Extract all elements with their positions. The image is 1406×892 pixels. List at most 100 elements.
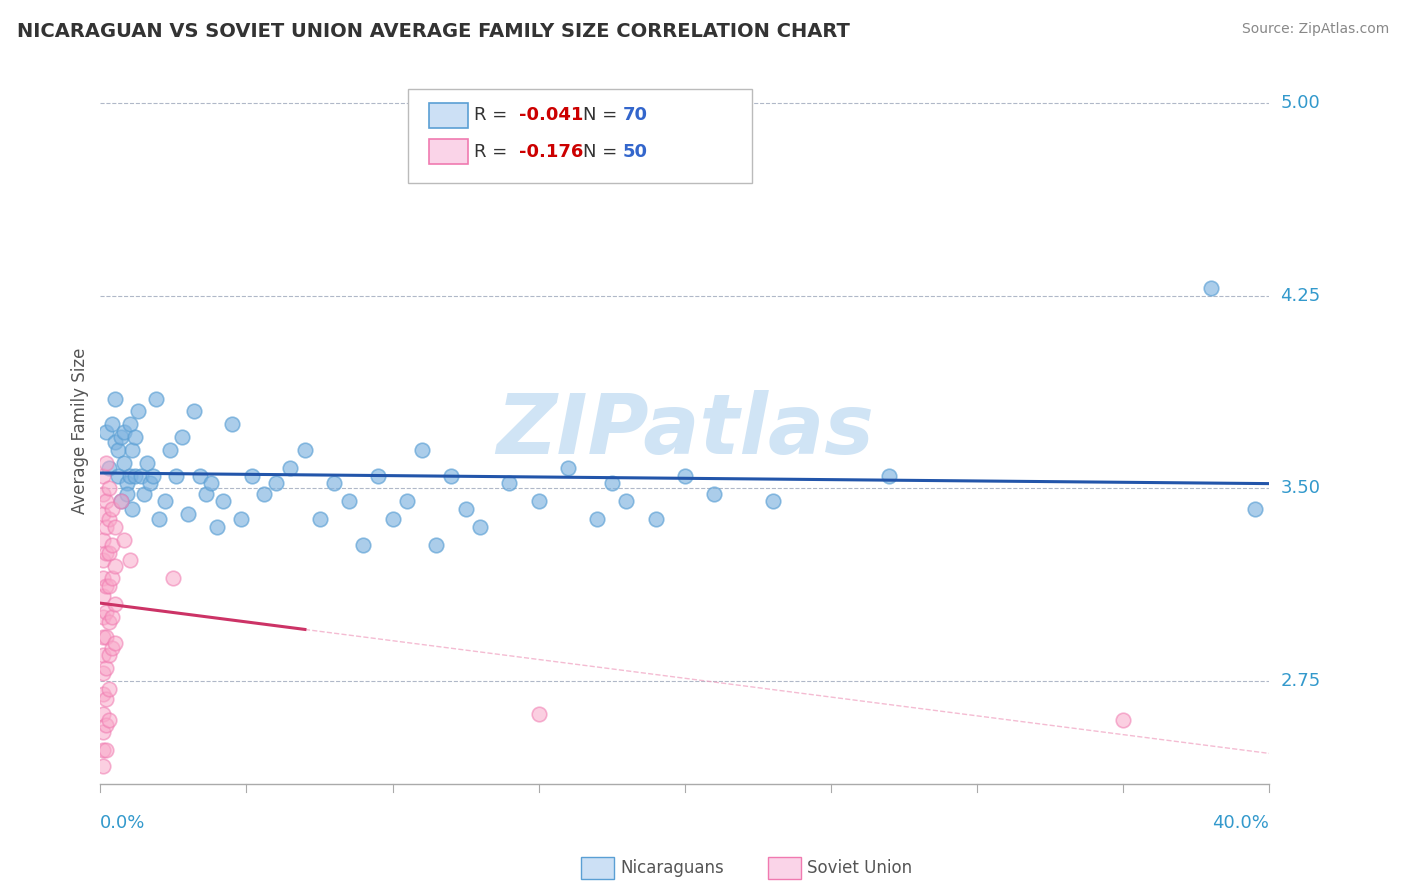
Point xyxy=(121,502,143,516)
Point xyxy=(107,442,129,457)
Text: Nicaraguans: Nicaraguans xyxy=(620,859,724,877)
Point xyxy=(165,468,187,483)
Point xyxy=(207,520,229,534)
Point xyxy=(98,579,121,593)
Point xyxy=(91,631,114,645)
Point xyxy=(367,468,389,483)
Point xyxy=(91,590,114,604)
Point xyxy=(1199,281,1222,295)
Point xyxy=(107,468,129,483)
Point xyxy=(177,507,200,521)
Point xyxy=(98,461,121,475)
Point xyxy=(91,553,114,567)
Point xyxy=(188,468,211,483)
Point xyxy=(145,392,167,406)
Point xyxy=(91,707,114,722)
Point xyxy=(96,425,118,439)
Point xyxy=(308,512,330,526)
Point xyxy=(172,430,194,444)
Text: 0.0%: 0.0% xyxy=(100,814,146,832)
Point xyxy=(498,476,520,491)
Point xyxy=(96,718,118,732)
Point xyxy=(98,713,121,727)
Point xyxy=(110,494,132,508)
Point xyxy=(98,546,121,560)
Point xyxy=(96,743,118,757)
Point xyxy=(98,681,121,696)
Point xyxy=(104,392,127,406)
Text: NICARAGUAN VS SOVIET UNION AVERAGE FAMILY SIZE CORRELATION CHART: NICARAGUAN VS SOVIET UNION AVERAGE FAMIL… xyxy=(17,22,849,41)
Point xyxy=(91,759,114,773)
Text: 5.00: 5.00 xyxy=(1281,95,1320,112)
Point xyxy=(440,468,463,483)
Point xyxy=(91,648,114,663)
Point xyxy=(586,512,609,526)
Point xyxy=(112,533,135,547)
Point xyxy=(101,571,124,585)
Point xyxy=(136,456,159,470)
Text: -0.041: -0.041 xyxy=(519,106,583,124)
Text: ZIPatlas: ZIPatlas xyxy=(496,390,873,471)
Point xyxy=(96,579,118,593)
Point xyxy=(557,461,579,475)
Point xyxy=(183,404,205,418)
Point xyxy=(91,571,114,585)
Text: R =: R = xyxy=(474,143,513,161)
Point xyxy=(212,494,235,508)
Point xyxy=(425,538,447,552)
Point xyxy=(115,476,138,491)
Point xyxy=(98,482,121,496)
Point xyxy=(96,692,118,706)
Point xyxy=(396,494,419,508)
Point xyxy=(134,486,156,500)
Text: 4.25: 4.25 xyxy=(1281,287,1320,305)
Point xyxy=(118,417,141,432)
Point xyxy=(115,486,138,500)
Point xyxy=(110,494,132,508)
Point xyxy=(527,707,550,722)
Text: 3.50: 3.50 xyxy=(1281,479,1320,498)
Point xyxy=(879,468,901,483)
Point xyxy=(96,605,118,619)
Point xyxy=(1112,713,1135,727)
Point xyxy=(240,468,263,483)
Point xyxy=(96,546,118,560)
Point xyxy=(148,512,170,526)
Point xyxy=(98,512,121,526)
Point xyxy=(91,486,114,500)
Point xyxy=(91,666,114,681)
Point xyxy=(264,476,287,491)
Point xyxy=(294,442,316,457)
Point xyxy=(118,553,141,567)
Point xyxy=(142,468,165,483)
Point xyxy=(91,610,114,624)
Y-axis label: Average Family Size: Average Family Size xyxy=(72,348,89,514)
Point xyxy=(470,520,492,534)
Point xyxy=(644,512,666,526)
Point xyxy=(616,494,638,508)
Point xyxy=(153,494,176,508)
Point xyxy=(200,476,222,491)
Point xyxy=(337,494,360,508)
Point xyxy=(91,725,114,739)
Text: N =: N = xyxy=(583,106,623,124)
Point xyxy=(253,486,276,500)
Point xyxy=(96,494,118,508)
Point xyxy=(110,430,132,444)
Point xyxy=(101,538,124,552)
Point xyxy=(761,494,783,508)
Point xyxy=(454,502,477,516)
Point xyxy=(139,476,162,491)
Text: -0.176: -0.176 xyxy=(519,143,583,161)
Point xyxy=(112,456,135,470)
Point xyxy=(1243,502,1265,516)
Point xyxy=(411,442,433,457)
Point xyxy=(98,648,121,663)
Point xyxy=(112,425,135,439)
Point xyxy=(229,512,252,526)
Point xyxy=(703,486,725,500)
Text: Source: ZipAtlas.com: Source: ZipAtlas.com xyxy=(1241,22,1389,37)
Point xyxy=(118,468,141,483)
Point xyxy=(221,417,243,432)
Point xyxy=(98,615,121,629)
